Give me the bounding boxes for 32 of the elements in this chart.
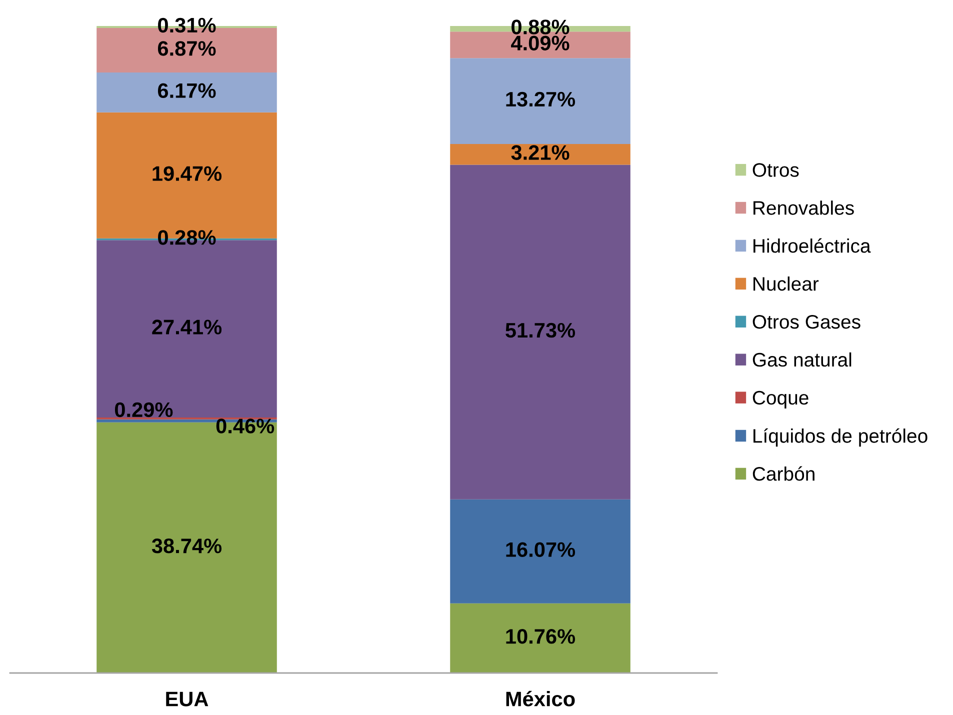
data-label: 4.09% [511,36,570,50]
data-label: 13.27% [506,92,576,107]
data-label: 10.76% [506,629,576,644]
legend-label: Renovables [754,200,854,215]
legend-label: Líquidos de petróleo [754,428,928,447]
legend-label: Carbón [752,466,814,481]
data-label: 19.47% [152,166,222,181]
data-label: 0.29% [114,402,173,418]
bar [450,499,630,604]
data-label: 3.21% [511,145,570,160]
data-label: 38.74% [152,538,222,554]
bar [96,72,277,112]
data-label: 0.31% [158,18,216,33]
x-tick-label: EUA [166,692,208,706]
legend-label: Otros Gases [752,314,860,329]
legend-label: Otros [752,163,799,177]
bar [450,164,630,500]
legend-label: Coque [752,390,808,408]
data-label: 6.87% [158,41,216,56]
data-label: 51.73% [506,322,576,338]
bar [450,603,630,673]
legend-label: Gas natural [752,352,852,367]
data-label: 0.88% [512,20,570,34]
bar [450,144,630,165]
data-label: 16.07% [506,542,576,557]
legend-label: Hidroeléctrica [754,238,871,253]
data-label: 0.46% [216,418,274,434]
bar [450,58,630,144]
data-label: 6.17% [158,83,216,98]
x-tick-label: México [506,690,575,706]
data-label: 27.41% [152,320,222,334]
legend-label: Nuclear [754,276,819,291]
